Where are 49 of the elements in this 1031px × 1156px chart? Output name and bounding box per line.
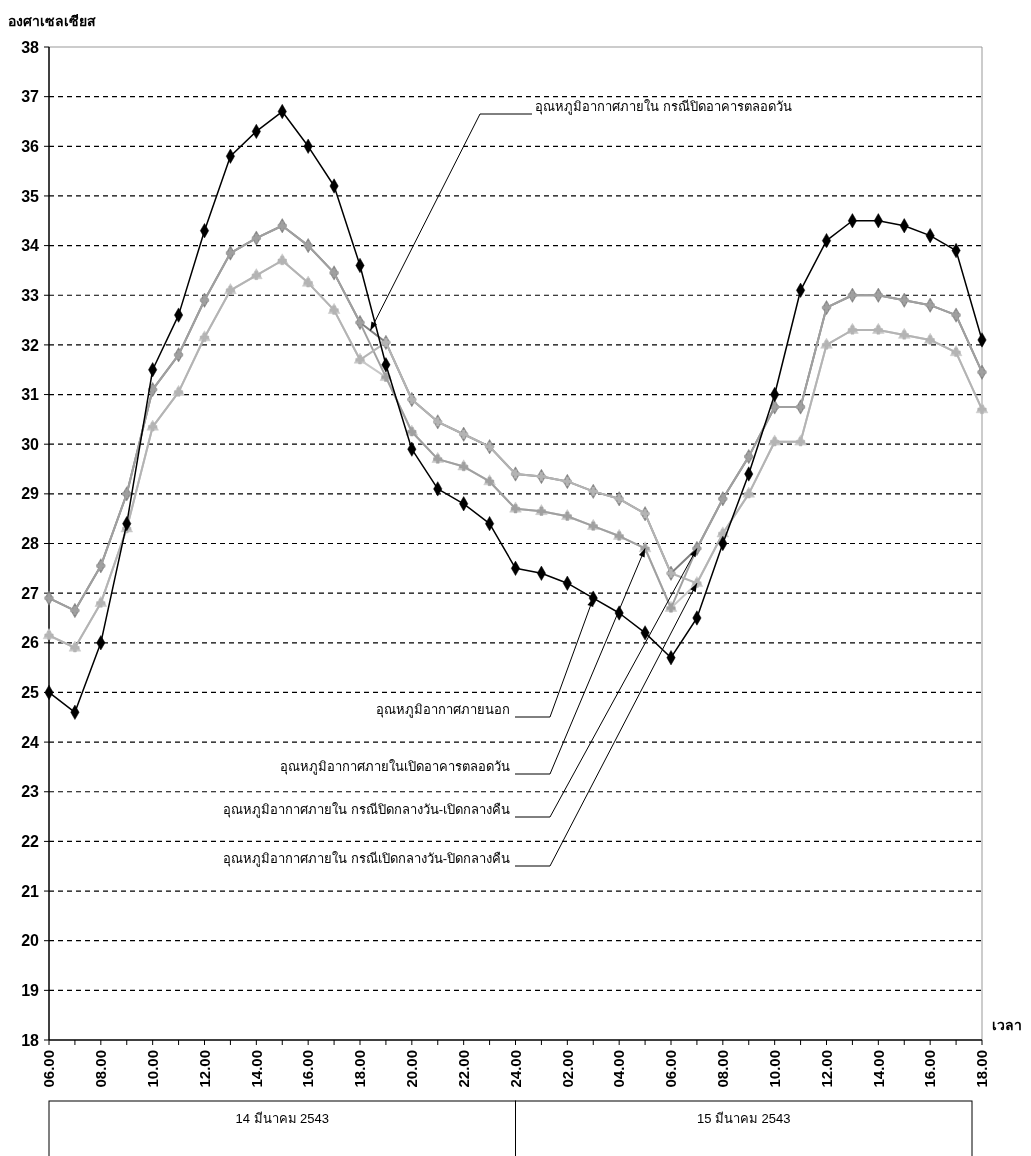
x-axis-title: เวลา: [992, 1017, 1022, 1033]
y-tick-label: 27: [21, 584, 40, 602]
y-axis-title: องศาเซลเซียส: [8, 13, 96, 29]
text: อุณหภูมิอากาศภายในเปิดอาคารตลอดวัน: [280, 759, 510, 775]
y-tick-label: 25: [21, 684, 40, 702]
y-tick-label: 37: [21, 88, 40, 106]
x-tick-label: 22.00: [454, 1050, 472, 1088]
y-tick-label: 28: [21, 535, 40, 553]
x-tick-label: 14.00: [247, 1050, 265, 1088]
y-tick-label: 29: [21, 485, 40, 503]
text: 14 มีนาคม 2543: [235, 1111, 330, 1126]
x-tick-label: 06.00: [662, 1050, 680, 1088]
x-tick-label: 18.00: [973, 1050, 991, 1088]
x-tick-label: 16.00: [921, 1050, 939, 1088]
y-tick-label: 31: [21, 386, 40, 404]
x-tick-label: 20.00: [403, 1050, 421, 1088]
x-tick-label: 10.00: [765, 1050, 783, 1088]
y-tick-label: 35: [21, 187, 40, 205]
text: อุณหภูมิอากาศภายใน กรณีเปิดกลางวัน-ปิดกลางคืน: [223, 851, 510, 867]
x-tick-label: 14.00: [869, 1050, 887, 1088]
x-tick-label: 12.00: [195, 1050, 213, 1088]
x-tick-label: 08.00: [714, 1050, 732, 1088]
y-tick-label: 18: [21, 1031, 40, 1049]
y-tick-label: 38: [21, 38, 40, 56]
y-tick-label: 32: [21, 336, 40, 354]
x-tick-label: 04.00: [610, 1050, 628, 1088]
y-tick-label: 22: [21, 833, 40, 850]
y-tick-label: 33: [21, 286, 40, 304]
x-tick-label: 18.00: [351, 1050, 369, 1088]
text: อุณหภูมิอากาศภายนอก: [376, 702, 510, 718]
y-tick-label: 24: [21, 733, 40, 751]
x-tick-label: 10.00: [143, 1050, 161, 1088]
text: อุณหภูมิอากาศภายใน กรณีปิดกลางวัน-เปิดกลางคืน: [223, 802, 510, 818]
x-tick-label: 02.00: [558, 1050, 576, 1088]
x-tick-label: 06.00: [40, 1050, 58, 1088]
y-tick-label: 36: [21, 137, 40, 155]
x-tick-label: 12.00: [817, 1050, 835, 1088]
y-tick-label: 20: [21, 932, 40, 950]
text: อุณหภูมิอากาศภายใน กรณีปิดอาคารตลอดวัน: [535, 99, 792, 115]
y-tick-label: 19: [21, 981, 40, 999]
x-tick-label: 24.00: [506, 1050, 524, 1088]
y-tick-label: 34: [21, 237, 40, 255]
text: 15 มีนาคม 2543: [696, 1111, 791, 1126]
x-tick-label: 16.00: [299, 1050, 317, 1088]
y-tick-label: 21: [21, 882, 40, 900]
y-tick-label: 26: [21, 634, 40, 652]
y-tick-label: 23: [21, 783, 40, 801]
x-tick-label: 08.00: [92, 1050, 110, 1088]
y-tick-label: 30: [21, 435, 40, 453]
